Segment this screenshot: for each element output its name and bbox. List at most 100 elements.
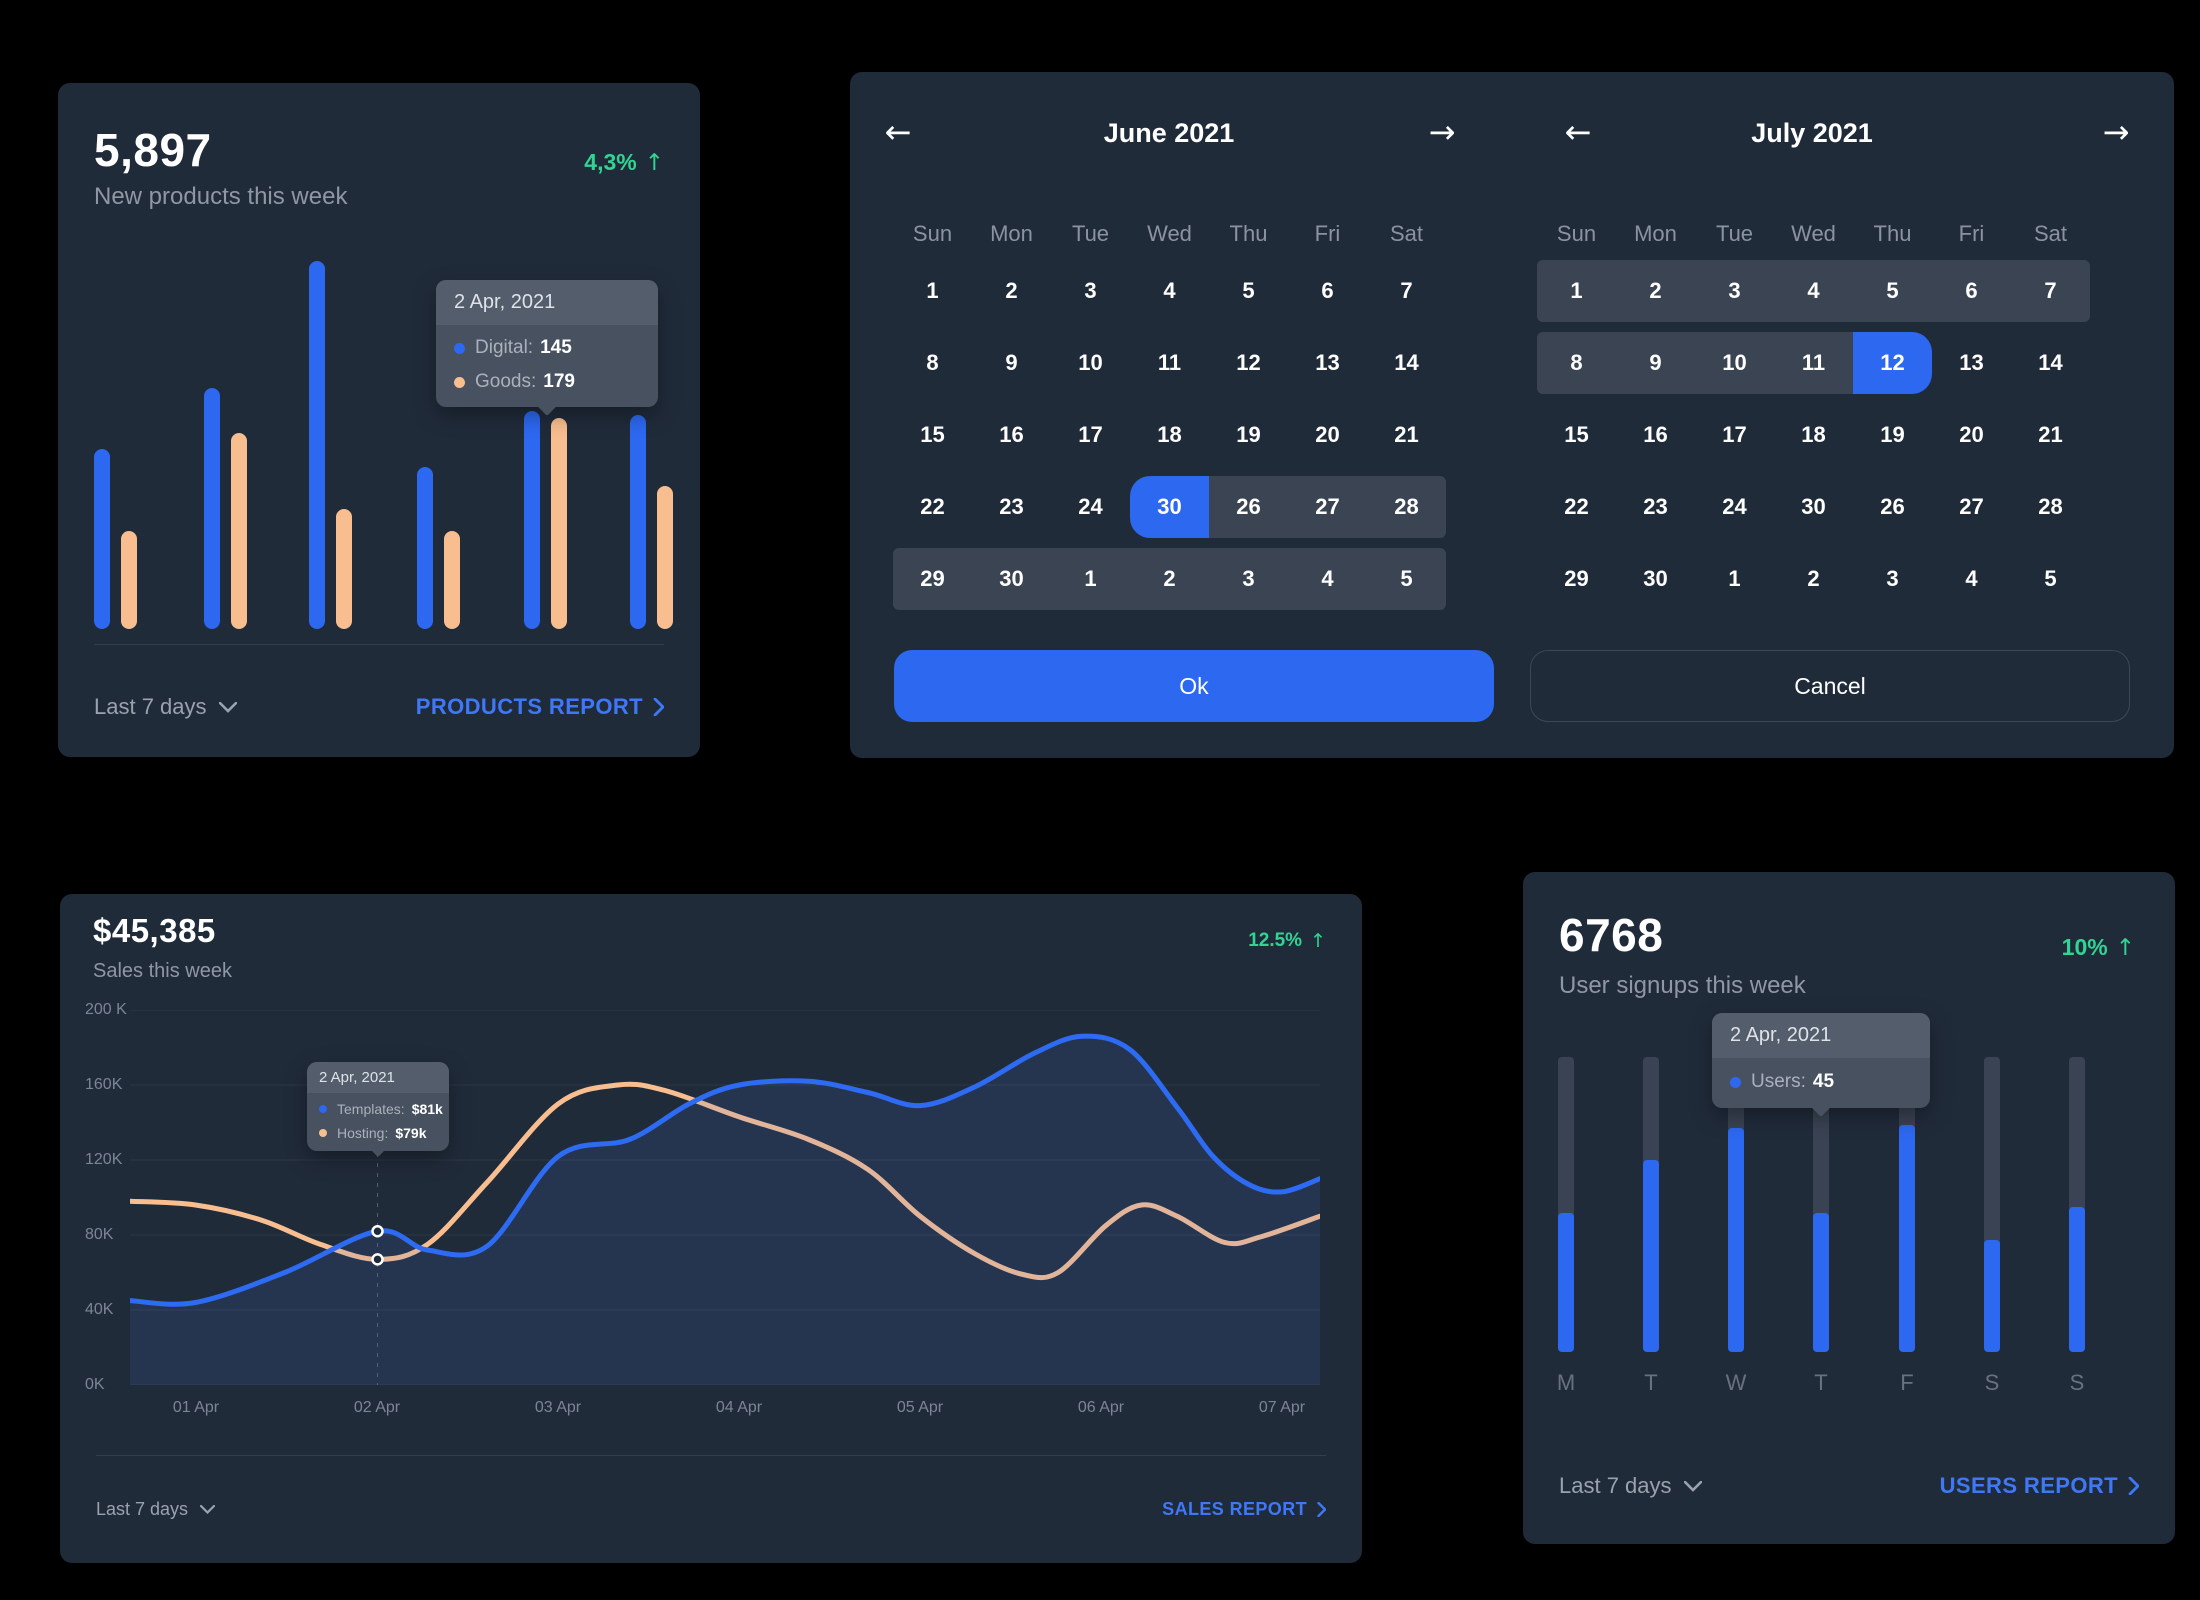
calendar-day[interactable]: 30 [1130, 476, 1209, 538]
calendar-day[interactable]: 24 [1722, 494, 1747, 519]
goods-bar[interactable] [336, 509, 352, 629]
products-range-select[interactable]: Last 7 days [94, 694, 237, 720]
calendar-day[interactable]: 29 [893, 548, 972, 610]
calendar-day[interactable]: 16 [999, 422, 1024, 447]
user-bar[interactable] [2069, 1207, 2085, 1352]
calendar-day[interactable]: 19 [1880, 422, 1905, 447]
users-report-link[interactable]: USERS REPORT [1940, 1473, 2139, 1499]
calendar-day[interactable]: 20 [1315, 422, 1340, 447]
calendar-day[interactable]: 4 [1163, 278, 1176, 303]
calendar-day[interactable]: 1 [1537, 260, 1616, 322]
sales-range-select[interactable]: Last 7 days [96, 1499, 216, 1520]
calendar-day[interactable]: 21 [1394, 422, 1419, 447]
calendar-day[interactable]: 8 [1537, 332, 1616, 394]
next-month-button[interactable]: → [1428, 113, 1456, 151]
calendar-day[interactable]: 2 [1005, 278, 1018, 303]
calendar-day[interactable]: 2 [1130, 548, 1209, 610]
calendar-day[interactable]: 24 [1078, 494, 1103, 519]
calendar-day[interactable]: 22 [1564, 494, 1589, 519]
calendar-day[interactable]: 30 [1643, 566, 1668, 591]
calendar-day[interactable]: 9 [1005, 350, 1018, 375]
user-bar[interactable] [1558, 1213, 1574, 1352]
calendar-day[interactable]: 30 [972, 548, 1051, 610]
goods-bar[interactable] [444, 531, 460, 629]
user-bar[interactable] [1899, 1125, 1915, 1352]
calendar-day[interactable]: 10 [1078, 350, 1103, 375]
digital-bar[interactable] [204, 388, 220, 629]
calendar-day[interactable]: 1 [1051, 548, 1130, 610]
calendar-day[interactable]: 22 [920, 494, 945, 519]
user-bar[interactable] [1984, 1240, 2000, 1352]
calendar-day[interactable]: 19 [1236, 422, 1261, 447]
calendar-day[interactable]: 14 [1394, 350, 1419, 375]
calendar-day[interactable]: 26 [1880, 494, 1905, 519]
calendar-day[interactable]: 18 [1157, 422, 1182, 447]
calendar-day[interactable]: 21 [2038, 422, 2063, 447]
calendar-day[interactable]: 7 [1400, 278, 1413, 303]
ok-button[interactable]: Ok [894, 650, 1494, 722]
user-bar[interactable] [1728, 1128, 1744, 1352]
calendar-day[interactable]: 14 [2038, 350, 2063, 375]
calendar-day[interactable]: 17 [1078, 422, 1103, 447]
calendar-day[interactable]: 5 [1367, 548, 1446, 610]
digital-bar[interactable] [417, 467, 433, 629]
calendar-day[interactable]: 6 [1321, 278, 1334, 303]
calendar-day[interactable]: 28 [2038, 494, 2063, 519]
digital-bar[interactable] [630, 415, 646, 629]
products-report-link[interactable]: PRODUCTS REPORT [416, 694, 664, 720]
calendar-day[interactable]: 18 [1801, 422, 1826, 447]
prev-month-button-right[interactable]: ← [1564, 113, 1592, 151]
digital-bar[interactable] [524, 411, 540, 629]
prev-month-button[interactable]: ← [884, 113, 912, 151]
calendar-day[interactable]: 6 [1932, 260, 2011, 322]
goods-bar[interactable] [657, 486, 673, 629]
calendar-day[interactable]: 3 [1209, 548, 1288, 610]
calendar-day[interactable]: 29 [1564, 566, 1589, 591]
user-bar[interactable] [1643, 1160, 1659, 1352]
calendar-day[interactable]: 3 [1695, 260, 1774, 322]
calendar-day[interactable]: 30 [1801, 494, 1826, 519]
calendar-day[interactable]: 15 [920, 422, 945, 447]
goods-bar[interactable] [231, 433, 247, 629]
cancel-button[interactable]: Cancel [1530, 650, 2130, 722]
goods-bar[interactable] [121, 531, 137, 629]
calendar-day[interactable]: 26 [1209, 476, 1288, 538]
calendar-day[interactable]: 20 [1959, 422, 1984, 447]
calendar-day[interactable]: 4 [1774, 260, 1853, 322]
calendar-day[interactable]: 12 [1236, 350, 1261, 375]
calendar-day[interactable]: 10 [1695, 332, 1774, 394]
calendar-day[interactable]: 23 [999, 494, 1024, 519]
calendar-day[interactable]: 4 [1288, 548, 1367, 610]
calendar-day[interactable]: 27 [1288, 476, 1367, 538]
digital-bar[interactable] [309, 261, 325, 629]
calendar-day[interactable]: 11 [1157, 350, 1182, 375]
user-bar[interactable] [1813, 1213, 1829, 1352]
sales-report-link[interactable]: SALES REPORT [1162, 1499, 1326, 1520]
digital-bar[interactable] [94, 449, 110, 629]
calendar-day[interactable]: 5 [1853, 260, 1932, 322]
calendar-day[interactable]: 15 [1564, 422, 1589, 447]
calendar-day[interactable]: 13 [1959, 350, 1984, 375]
calendar-day[interactable]: 2 [1807, 566, 1820, 591]
goods-bar[interactable] [551, 418, 567, 629]
calendar-day[interactable]: 2 [1616, 260, 1695, 322]
calendar-day[interactable]: 1 [926, 278, 939, 303]
calendar-day[interactable]: 12 [1853, 332, 1932, 394]
next-month-button-right[interactable]: → [2102, 113, 2130, 151]
calendar-day[interactable]: 11 [1774, 332, 1853, 394]
calendar-day[interactable]: 4 [1965, 566, 1978, 591]
calendar-day[interactable]: 16 [1643, 422, 1668, 447]
calendar-day[interactable]: 17 [1722, 422, 1747, 447]
calendar-day[interactable]: 9 [1616, 332, 1695, 394]
calendar-day[interactable]: 8 [926, 350, 939, 375]
calendar-day[interactable]: 3 [1084, 278, 1097, 303]
calendar-day[interactable]: 5 [2044, 566, 2057, 591]
calendar-day[interactable]: 28 [1367, 476, 1446, 538]
calendar-day[interactable]: 23 [1643, 494, 1668, 519]
calendar-day[interactable]: 3 [1886, 566, 1899, 591]
calendar-day[interactable]: 5 [1242, 278, 1255, 303]
calendar-day[interactable]: 1 [1728, 566, 1741, 591]
calendar-day[interactable]: 13 [1315, 350, 1340, 375]
calendar-day[interactable]: 7 [2011, 260, 2090, 322]
calendar-day[interactable]: 27 [1959, 494, 1984, 519]
